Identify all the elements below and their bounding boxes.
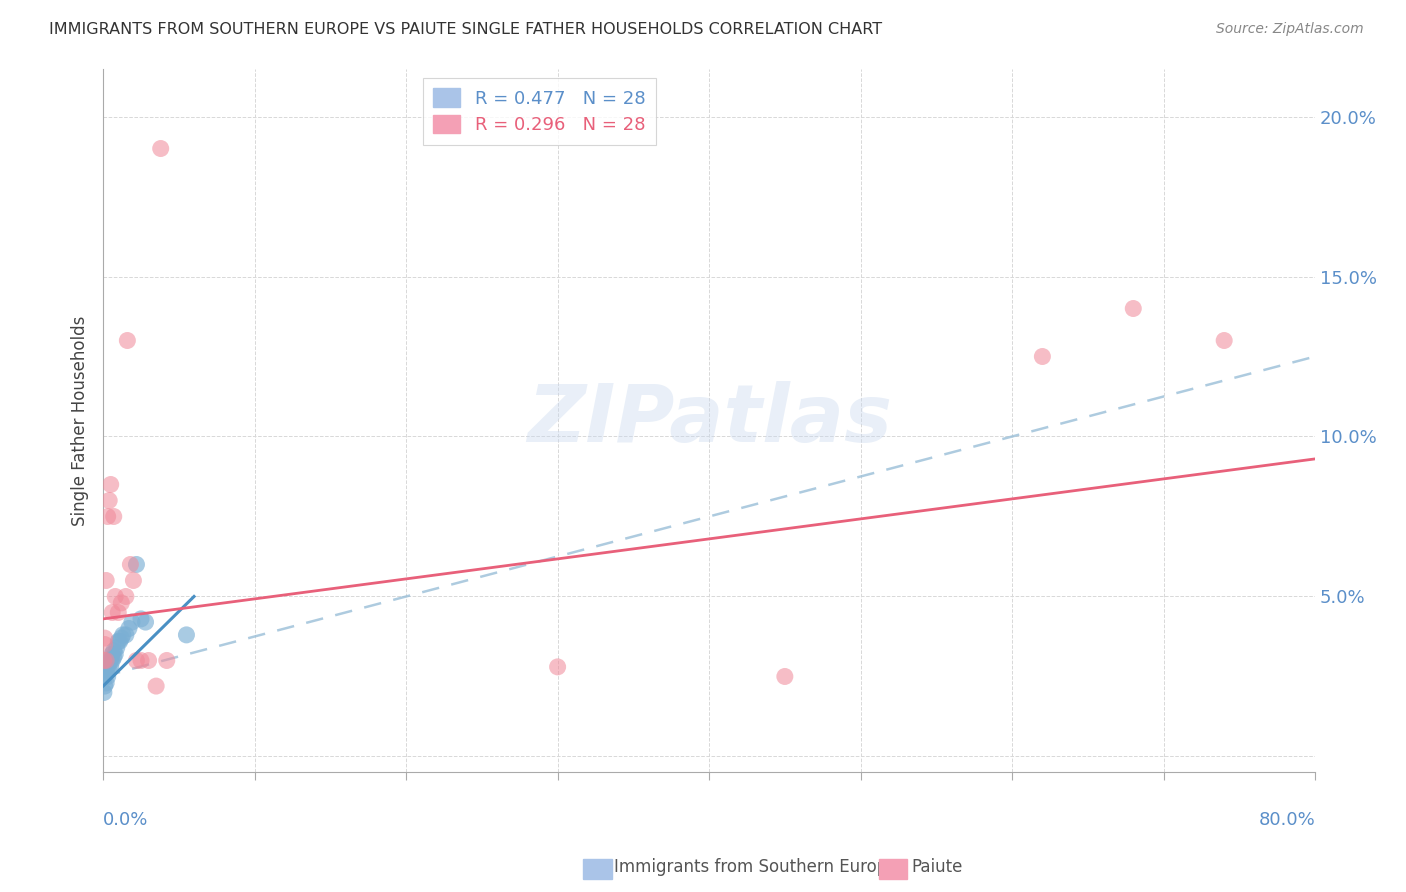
Legend: R = 0.477   N = 28, R = 0.296   N = 28: R = 0.477 N = 28, R = 0.296 N = 28 — [423, 78, 657, 145]
Point — [96, 663, 118, 677]
Point — [125, 653, 148, 667]
Point — [101, 647, 124, 661]
Point — [105, 640, 128, 655]
Point — [96, 653, 118, 667]
Point — [115, 628, 138, 642]
Point — [98, 663, 121, 677]
Point — [103, 644, 125, 658]
Point — [97, 509, 120, 524]
Point — [118, 622, 141, 636]
Text: Paiute: Paiute — [911, 858, 963, 876]
Point — [110, 596, 132, 610]
Text: IMMIGRANTS FROM SOUTHERN EUROPE VS PAIUTE SINGLE FATHER HOUSEHOLDS CORRELATION C: IMMIGRANTS FROM SOUTHERN EUROPE VS PAIUT… — [49, 22, 883, 37]
Point — [101, 606, 124, 620]
Point — [101, 653, 124, 667]
Point — [120, 558, 142, 572]
Point — [104, 647, 127, 661]
Point — [121, 615, 143, 629]
Text: 80.0%: 80.0% — [1258, 811, 1315, 829]
Point — [135, 615, 157, 629]
Point — [98, 653, 121, 667]
Point — [110, 631, 132, 645]
Point — [547, 660, 569, 674]
Text: ZIPatlas: ZIPatlas — [527, 382, 891, 459]
Point — [100, 653, 122, 667]
Point — [100, 477, 122, 491]
Point — [100, 660, 122, 674]
Point — [98, 493, 121, 508]
Text: Immigrants from Southern Europe: Immigrants from Southern Europe — [614, 858, 898, 876]
Point — [156, 653, 179, 667]
Point — [96, 574, 118, 588]
Point — [773, 669, 796, 683]
Point — [145, 679, 167, 693]
Point — [96, 676, 118, 690]
Point — [103, 650, 125, 665]
Point — [97, 669, 120, 683]
Point — [108, 634, 131, 648]
Point — [129, 653, 152, 667]
Text: Source: ZipAtlas.com: Source: ZipAtlas.com — [1216, 22, 1364, 37]
Point — [97, 660, 120, 674]
Point — [93, 679, 115, 693]
Point — [93, 638, 115, 652]
Point — [129, 612, 152, 626]
Point — [107, 606, 129, 620]
Point — [1122, 301, 1144, 316]
Point — [103, 509, 125, 524]
Point — [149, 141, 172, 155]
Point — [93, 653, 115, 667]
Point — [1031, 350, 1053, 364]
Point — [122, 574, 145, 588]
Point — [104, 590, 127, 604]
Point — [1213, 334, 1236, 348]
Point — [93, 631, 115, 645]
Point — [117, 334, 139, 348]
Point — [93, 685, 115, 699]
Point — [125, 558, 148, 572]
Point — [176, 628, 198, 642]
Y-axis label: Single Father Households: Single Father Households — [72, 315, 89, 525]
Point — [93, 669, 115, 683]
Text: 0.0%: 0.0% — [103, 811, 149, 829]
Point — [115, 590, 138, 604]
Point — [107, 634, 129, 648]
Point — [111, 628, 134, 642]
Point — [138, 653, 160, 667]
